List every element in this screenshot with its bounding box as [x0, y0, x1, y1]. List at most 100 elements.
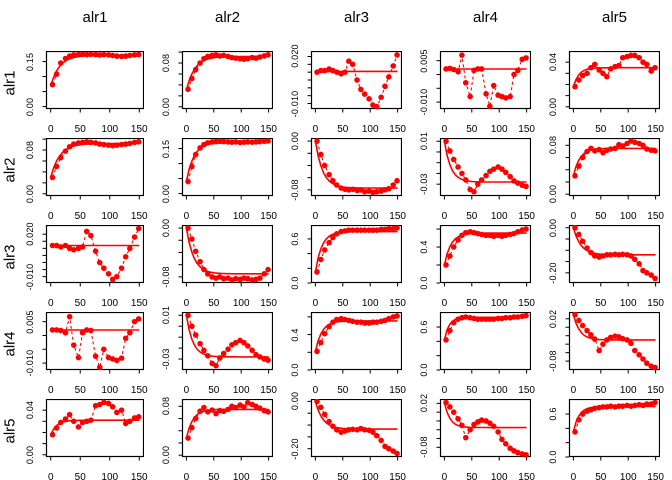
col-title-label: alr4 — [472, 9, 499, 26]
x-tick-label: 0 — [47, 124, 54, 135]
y-tick-label: 0.00 — [161, 97, 171, 116]
x-tick-label: 100 — [101, 385, 119, 396]
x-axis-labels: 0 50 100 150 — [563, 385, 664, 397]
panel-alr4-alr2: -0.03 0.01 0 50 100 150 — [156, 305, 285, 396]
x-tick-label: 50 — [337, 385, 349, 396]
y-axis-labels: 0.0 0.6 — [414, 312, 434, 376]
plot-canvas — [178, 138, 273, 200]
x-tick-label: 100 — [101, 472, 119, 480]
x-axis-labels: 0 50 100 150 — [176, 472, 277, 480]
row-title-label: alr5 — [1, 418, 19, 444]
y-axis-labels: 0.0 0.6 — [543, 399, 563, 463]
y-axis-labels: 0.0 0.6 — [285, 225, 305, 289]
x-tick-label: 0 — [183, 385, 190, 396]
x-tick-label: 100 — [490, 124, 508, 135]
plot-canvas — [307, 312, 402, 374]
x-tick-label: 0 — [312, 298, 319, 309]
panel-alr2-alr5: 0.00 0.08 0 50 100 150 — [543, 131, 672, 222]
x-axis-labels: 0 50 100 150 — [434, 385, 535, 397]
x-tick-label: 0 — [441, 211, 448, 222]
y-tick-label: 0.005 — [419, 48, 429, 73]
panel-alr5-alr4: -0.08 0.02 0 50 100 150 — [414, 392, 543, 480]
y-tick-label: 0.01 — [161, 306, 171, 325]
x-tick-label: 150 — [389, 472, 406, 480]
y-tick-label: 0.020 — [25, 222, 35, 246]
y-tick-label: 0.08 — [161, 53, 171, 73]
y-tick-label: 0.6 — [419, 320, 429, 334]
x-axis-labels: 0 50 100 150 — [305, 211, 406, 223]
panel-alr5-alr5: 0.0 0.6 0 50 100 150 — [543, 392, 672, 480]
y-tick-label: 0.00 — [290, 392, 300, 411]
x-tick-label: 50 — [595, 385, 607, 396]
x-tick-label: 150 — [389, 385, 406, 396]
x-tick-label: 150 — [518, 298, 535, 309]
y-axis-labels: 0.00 0.08 — [543, 136, 563, 203]
y-axis-labels: -0.03 0.01 — [414, 132, 434, 202]
x-tick-label: 100 — [361, 211, 379, 222]
x-tick-label: 50 — [74, 124, 86, 135]
row-title-label: alr2 — [1, 157, 19, 183]
x-tick-label: 150 — [260, 472, 277, 480]
panel-alr2-alr2: 0.00 0.15 0 50 100 150 — [156, 131, 285, 222]
y-tick-label: -0.20 — [548, 262, 558, 284]
x-tick-label: 50 — [74, 385, 86, 396]
y-tick-label: 0.0 — [290, 363, 300, 377]
panel-alr3-alr4: 0.0 0.4 0 50 100 150 — [414, 218, 543, 309]
x-axis-labels: 0 50 100 150 — [176, 298, 277, 310]
x-tick-label: 0 — [441, 385, 448, 396]
x-tick-label: 100 — [101, 211, 119, 222]
panel-alr5-alr3: -0.20 0.00 0 50 100 150 — [285, 392, 414, 480]
x-tick-label: 50 — [466, 385, 478, 396]
y-axis-labels: -0.08 0.00 — [156, 219, 176, 289]
y-tick-label: -0.08 — [419, 436, 429, 459]
x-tick-label: 0 — [570, 211, 577, 222]
y-axis-labels: 0.0 0.4 — [414, 225, 434, 289]
y-axis-labels: -0.03 0.01 — [156, 306, 176, 376]
y-axis-labels: 0.00 0.08 — [20, 138, 40, 203]
x-tick-label: 0 — [183, 211, 190, 222]
col-title-label: alr1 — [82, 9, 108, 26]
panel-alr2-alr1: alr2 0.00 0.08 0 50 100 150 — [0, 131, 156, 222]
row-title-label: alr3 — [1, 244, 19, 270]
x-axis-labels: 0 50 100 150 — [305, 385, 406, 397]
col-title-alr3: alr3 — [285, 0, 414, 44]
panel-alr2-alr3: -0.08 0.00 0 50 100 150 — [285, 131, 414, 222]
x-tick-label: 100 — [619, 211, 637, 222]
x-tick-label: 100 — [619, 385, 637, 396]
y-tick-label: -0.010 — [25, 263, 35, 290]
plot-canvas — [178, 312, 273, 374]
plot-canvas — [307, 51, 402, 113]
x-tick-label: 0 — [183, 298, 190, 309]
x-tick-label: 50 — [466, 124, 478, 135]
x-tick-label: 0 — [570, 298, 577, 309]
y-tick-label: 0.00 — [548, 218, 558, 237]
col-title-alr4: alr4 — [414, 0, 543, 44]
panel-alr4-alr4: 0.0 0.6 0 50 100 150 — [414, 305, 543, 396]
plot-canvas — [178, 51, 273, 113]
x-tick-label: 150 — [260, 211, 277, 222]
panel-alr4-alr5: -0.08 0.02 0 50 100 150 — [543, 305, 672, 396]
plot-canvas — [307, 399, 402, 461]
column-titles-row: alr1 alr2 alr3 alr4 alr5 — [0, 0, 672, 44]
x-tick-label: 50 — [208, 124, 220, 135]
y-tick-label: -0.03 — [419, 173, 429, 195]
y-axis-labels: -0.010 0.005 — [20, 310, 40, 377]
x-tick-label: 0 — [183, 124, 190, 135]
row-title-alr1: alr1 — [0, 51, 20, 115]
x-tick-label: 0 — [47, 298, 54, 309]
x-tick-label: 0 — [441, 472, 448, 480]
panel-alr1-alr2: 0.00 0.08 0 50 100 150 — [156, 44, 285, 135]
plot-canvas — [565, 51, 660, 113]
y-tick-label: 0.020 — [290, 44, 300, 69]
x-tick-label: 150 — [260, 298, 277, 309]
x-tick-label: 100 — [232, 472, 250, 480]
row-title-alr3: alr3 — [0, 225, 20, 289]
plot-canvas — [42, 312, 144, 374]
x-tick-label: 50 — [595, 211, 607, 222]
col-title-label: alr2 — [214, 9, 241, 26]
y-axis-labels: -0.010 0.020 — [20, 222, 40, 290]
plot-canvas — [436, 51, 531, 113]
y-tick-label: 0.0 — [419, 276, 429, 290]
plot-canvas — [436, 312, 531, 374]
y-axis-labels: -0.010 0.020 — [285, 45, 305, 117]
